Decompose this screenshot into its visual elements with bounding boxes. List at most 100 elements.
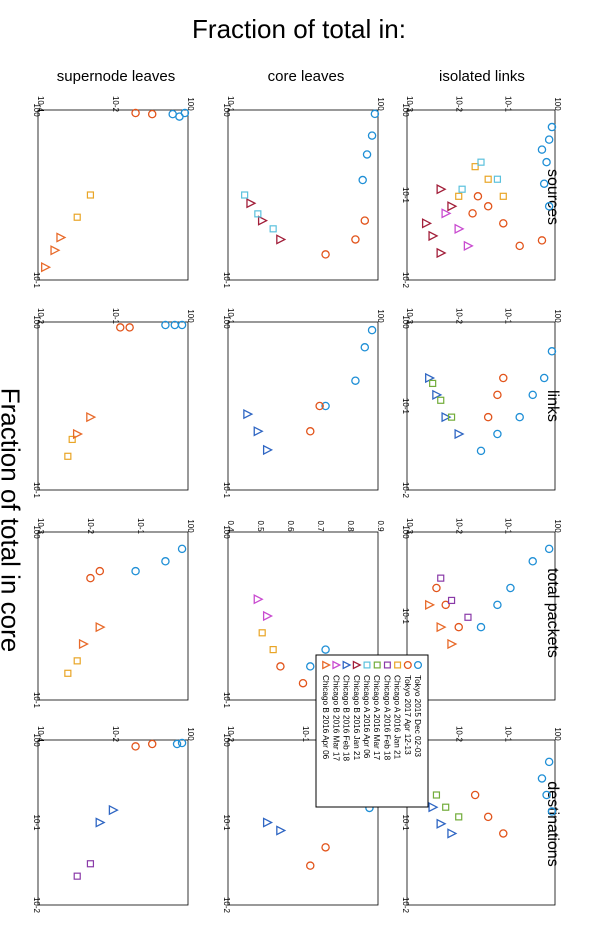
data-point	[454, 622, 463, 632]
panel-frame-links-vs-isolated-links	[406, 321, 556, 491]
data-point	[73, 657, 81, 665]
tick-label: 100	[222, 315, 231, 329]
data-point	[241, 191, 249, 199]
data-point	[108, 804, 119, 816]
data-point	[262, 444, 274, 456]
tick-label: 100	[376, 97, 385, 111]
data-point	[131, 742, 140, 751]
legend-marker	[413, 660, 423, 670]
data-point	[483, 202, 493, 211]
tick-label: 0.6	[286, 520, 295, 532]
legend-label: Chicago A 2016 Mar 17	[372, 675, 381, 761]
data-point	[455, 192, 463, 200]
tick-label: 10-1	[401, 398, 410, 415]
data-point	[172, 739, 182, 749]
panel-frame-total-packets-vs-core-leaves	[227, 531, 379, 701]
tick-label: 10-1	[32, 814, 41, 831]
data-point	[537, 236, 547, 245]
legend-label: Tokyo 2015 Dec 02-03	[413, 675, 422, 757]
data-point	[258, 629, 266, 637]
data-point	[471, 163, 479, 171]
legend-marker	[332, 660, 342, 670]
data-point	[262, 610, 274, 622]
tick-label: 0.4	[226, 520, 235, 532]
data-point	[177, 544, 187, 554]
data-point	[367, 325, 377, 335]
data-point	[367, 131, 377, 140]
data-point	[360, 216, 370, 225]
data-point	[276, 662, 285, 671]
data-point	[73, 872, 81, 880]
data-point	[447, 596, 456, 605]
data-point	[262, 817, 274, 828]
tick-label: 10-3	[36, 518, 45, 535]
legend-marker	[394, 661, 402, 669]
tick-label: 100	[222, 103, 231, 117]
tick-label: 10-1	[504, 518, 513, 535]
tick-label: 10-2	[454, 726, 463, 743]
tick-label: 10-2	[454, 518, 463, 535]
panel-frame-sources-vs-core-leaves	[227, 109, 379, 281]
data-point	[50, 245, 61, 256]
data-point	[515, 241, 524, 251]
data-point	[468, 209, 477, 218]
tick-label: 10-2	[454, 96, 463, 113]
data-point	[362, 150, 372, 159]
data-point	[464, 613, 472, 621]
legend-label: Chicago B 2016 Mar 17	[331, 675, 340, 761]
data-point	[539, 373, 549, 383]
data-point	[454, 223, 465, 234]
data-point	[432, 791, 441, 799]
data-point	[473, 192, 483, 201]
panel-frame-links-vs-core-leaves	[227, 321, 379, 491]
legend-marker	[383, 661, 391, 669]
data-point	[476, 622, 486, 632]
tick-label: 10-3	[405, 308, 414, 325]
tick-label: 10-2	[401, 897, 410, 914]
data-point	[177, 320, 187, 330]
data-point	[421, 218, 433, 229]
tick-label: 10-2	[111, 96, 120, 113]
data-point	[455, 813, 463, 821]
tick-label: 100	[553, 727, 562, 741]
data-point	[544, 135, 554, 144]
tick-label: 100	[222, 525, 231, 539]
data-point	[458, 185, 466, 193]
tick-label: 10-1	[504, 308, 513, 325]
tick-label: 10-3	[405, 518, 414, 535]
tick-label: 100	[401, 525, 410, 539]
data-point	[321, 250, 330, 259]
data-point	[470, 790, 480, 800]
tick-label: 0.9	[376, 520, 385, 532]
tick-label: 10-2	[36, 308, 45, 325]
panel-frame-sources-vs-supernode-leaves	[37, 109, 189, 281]
data-point	[528, 557, 537, 566]
tick-label: 10-1	[401, 814, 410, 831]
data-point	[506, 583, 515, 593]
data-point	[246, 198, 257, 209]
data-point	[542, 790, 551, 800]
panel-frame-total-packets-vs-supernode-leaves	[37, 531, 189, 701]
data-point	[298, 678, 308, 688]
tick-label: 10-1	[504, 96, 513, 113]
data-point	[358, 175, 367, 185]
data-point	[537, 774, 547, 783]
panel-frame-destinations-vs-supernode-leaves	[37, 739, 189, 906]
tick-label: 10-1	[504, 726, 513, 743]
column-label-supernode-leaves: supernode leaves	[56, 68, 176, 85]
tick-label: 10-3	[405, 96, 414, 113]
panel-frame-destinations-vs-isolated-links	[406, 739, 556, 906]
data-point	[447, 828, 458, 839]
data-point	[68, 435, 76, 444]
legend-label: Chicago B 2016 Feb 18	[342, 675, 351, 761]
data-point	[493, 600, 502, 610]
data-point	[499, 373, 508, 383]
data-point	[78, 638, 89, 650]
data-point	[432, 583, 441, 593]
data-point	[483, 812, 493, 822]
legend-marker	[342, 660, 352, 670]
data-point	[351, 376, 360, 385]
data-point	[515, 412, 524, 422]
tick-label: 10-1	[401, 187, 410, 204]
